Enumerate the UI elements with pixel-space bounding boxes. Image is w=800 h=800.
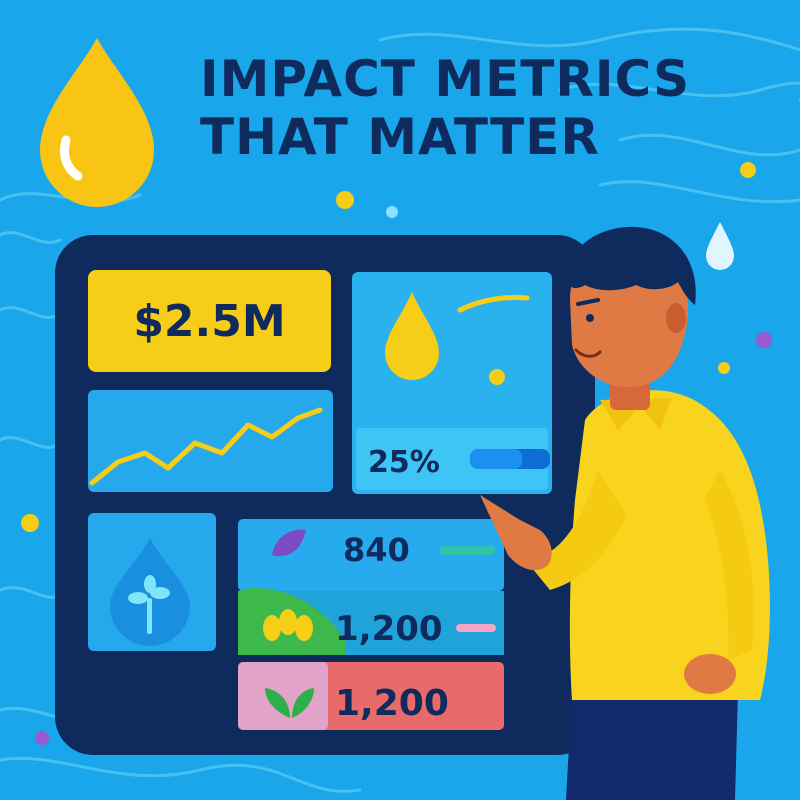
- flower-icon: [263, 609, 313, 641]
- stat-row-1: [238, 519, 504, 591]
- leaf-icon: [272, 529, 306, 557]
- trend-line: [89, 407, 323, 486]
- progress-fill: [470, 449, 522, 469]
- pants: [566, 690, 738, 800]
- panel-drop-icon: [385, 292, 439, 380]
- funding-metric: $2.5M: [88, 270, 331, 372]
- stat-value-1: 840: [343, 531, 410, 569]
- page-title: IMPACT METRICS THAT MATTER: [200, 50, 690, 166]
- title-line-1: IMPACT METRICS: [200, 50, 691, 108]
- percent-metric: 25%: [368, 444, 440, 480]
- title-line-2: THAT MATTER: [200, 108, 600, 166]
- trend-chart-panel: [88, 390, 333, 492]
- stat-value-2: 1,200: [335, 609, 443, 649]
- sprout-icon: [265, 688, 314, 718]
- stat-value-3: 1,200: [335, 682, 449, 724]
- hair: [565, 226, 696, 305]
- shirt: [569, 390, 770, 700]
- pointing-hand: [480, 495, 552, 571]
